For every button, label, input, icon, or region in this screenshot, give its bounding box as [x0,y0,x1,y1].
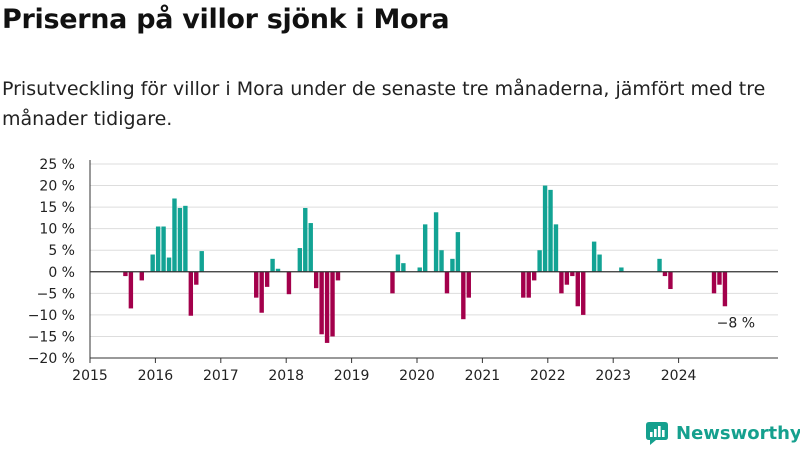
x-tick-label: 2022 [530,368,566,384]
y-axis-labels: 25 % 20 % 15 % 10 % 5 % 0 % −5 % −10 % −15 % −20 … [28,157,75,367]
bar [657,258,662,272]
bar [275,268,281,272]
bar [319,271,324,335]
bar [531,271,537,281]
bar [139,271,144,281]
bar [155,226,161,272]
bar [188,271,194,316]
bar [597,254,602,272]
bar [559,271,564,294]
bar [542,185,548,272]
last-value-label: −8 % [717,315,755,331]
bar [313,271,319,289]
y-tick-label: 10 % [39,222,75,238]
bar [422,224,428,272]
bar [395,254,401,272]
x-tick-label: 2023 [595,368,631,384]
bar [662,271,668,277]
bar [194,271,199,285]
bar [711,271,717,294]
y-tick-label: 5 % [48,243,75,259]
bar [591,241,597,272]
x-tick-label: 2019 [334,368,370,384]
x-tick-label: 2016 [138,368,174,384]
bars [123,185,728,343]
x-axis-labels: 2015 2016 2017 2018 2019 2020 2021 2022 2023 2024 [72,368,696,384]
y-tick-label: 25 % [39,157,75,173]
bar [199,251,204,272]
newsworthy-logo-icon [646,422,668,445]
bar [537,250,542,272]
bar [297,248,303,272]
bar [521,271,526,298]
bar [581,271,586,315]
x-tick-label: 2015 [72,368,108,384]
bar [417,267,422,272]
bar [264,271,270,287]
bar [553,224,559,272]
bar [619,267,624,272]
bar [390,271,395,294]
x-tick-label: 2021 [465,368,501,384]
x-tick-label: 2020 [399,368,435,384]
bar [564,271,570,285]
x-tick-label: 2018 [268,368,304,384]
bar [461,271,466,320]
chart-title: Priserna på villor sjönk i Mora [2,4,450,35]
bar [128,271,134,309]
bar [466,271,471,298]
bar [575,271,580,307]
brand-name: Newsworthy [676,422,800,444]
bar [526,271,531,298]
y-tick-label: −15 % [28,329,75,345]
bar [161,226,166,272]
bar [177,207,183,272]
bar [286,271,292,295]
bar [570,271,575,277]
bar [722,271,728,307]
bar [668,271,673,290]
bar [401,263,406,272]
bar [254,271,259,298]
y-tick-label: −10 % [28,308,75,324]
bar [183,205,188,272]
bar [335,271,341,281]
bar [270,258,275,272]
bar [455,232,461,272]
bar [324,271,330,343]
bar [548,189,553,272]
y-tick-label: 15 % [39,200,75,216]
y-tick-label: 0 % [48,265,75,281]
bar [150,254,155,272]
y-tick-label: −5 % [37,286,75,302]
x-tick-label: 2017 [203,368,239,384]
bar [717,271,722,285]
bar [259,271,264,313]
bar [166,257,172,272]
bar [439,250,444,272]
bar [308,223,313,272]
bar [450,258,455,272]
x-tick-label: 2024 [661,368,697,384]
bar [330,271,335,337]
y-tick-label: 20 % [39,179,75,195]
bar [444,271,450,294]
newsworthy-brand: Newsworthy [644,420,800,446]
bar [433,212,439,272]
bar [303,207,308,272]
axes [89,160,778,363]
annotations: −8 % [717,315,755,331]
bar [123,271,128,277]
chart-subtitle: Prisutveckling för villor i Mora under d… [2,78,766,130]
bar [172,198,177,272]
y-tick-label: −20 % [28,351,75,367]
